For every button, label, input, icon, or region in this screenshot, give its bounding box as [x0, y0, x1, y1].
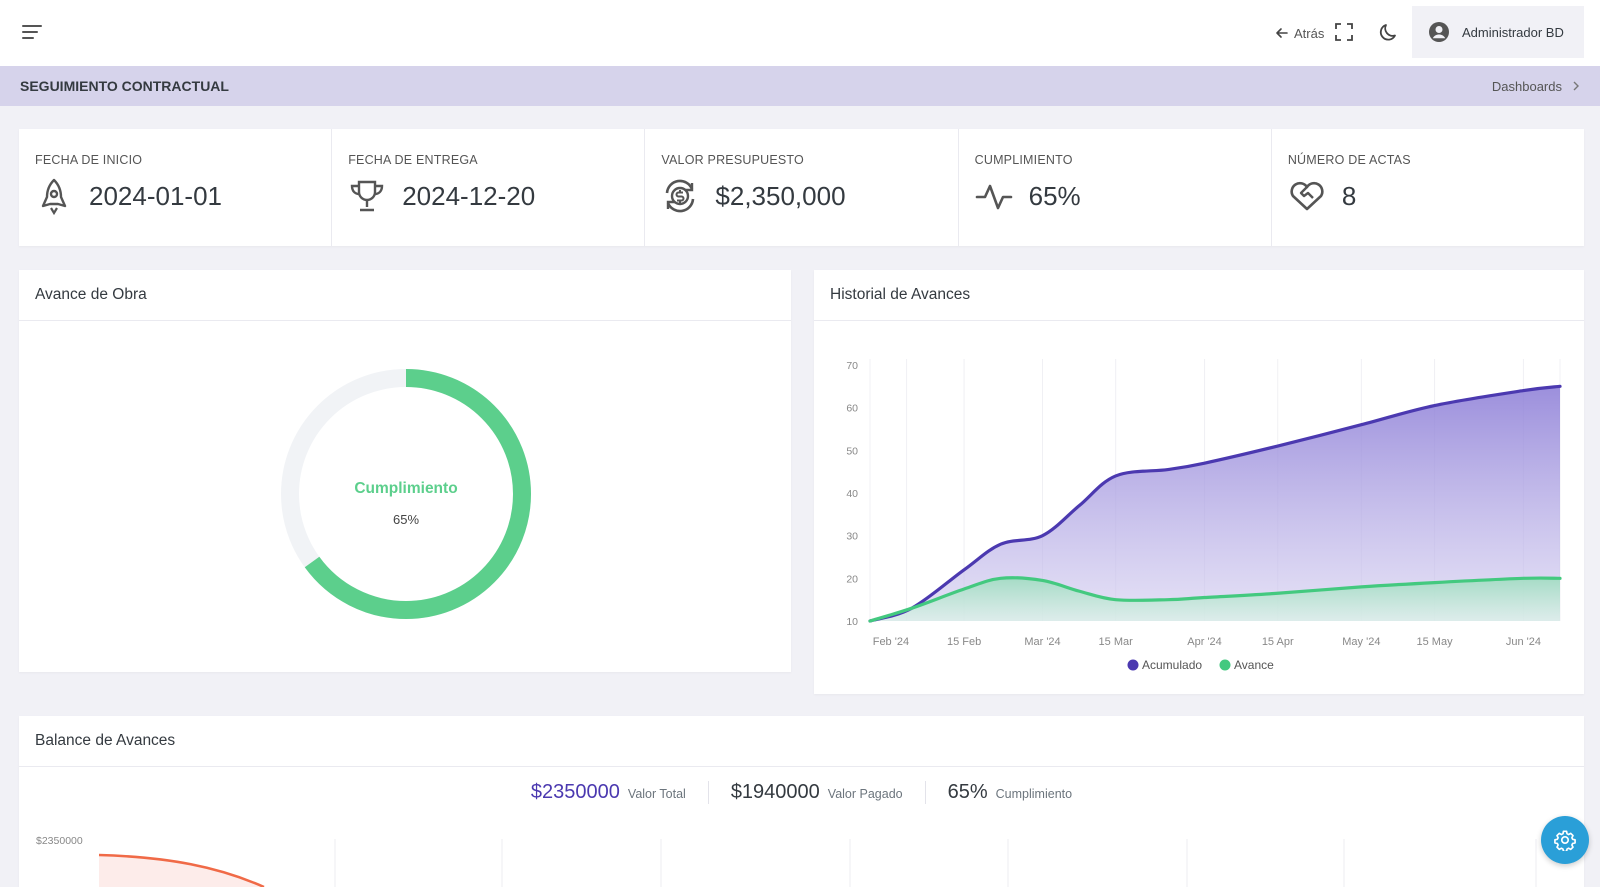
x-tick-label: 15 Feb	[947, 636, 981, 648]
area-acumulado	[870, 386, 1560, 621]
balance-area	[99, 855, 264, 887]
dark-mode-icon[interactable]	[1378, 21, 1400, 43]
menu-icon[interactable]	[22, 22, 46, 42]
legend-label: Acumulado	[1142, 658, 1202, 672]
stat-label: CUMPLIMIENTO	[974, 153, 1073, 167]
balance-pagado-value: $1940000	[730, 781, 820, 803]
balance-pagado-label: Valor Pagado	[827, 787, 903, 801]
avance-card-title: Avance de Obra	[19, 270, 791, 321]
stat-value: 8	[1341, 180, 1357, 211]
user-menu[interactable]: Administrador BD	[1412, 6, 1584, 58]
x-tick-label: Feb '24	[873, 636, 909, 648]
balance-total: $2350000 Valor Total	[509, 781, 708, 804]
y-tick-label: 30	[846, 531, 858, 543]
breadcrumb[interactable]: Dashboards	[1492, 79, 1580, 94]
stat-fecha-entrega: FECHA DE ENTREGA 2024-12-20	[332, 129, 646, 246]
y-tick-label: 10	[846, 616, 858, 628]
stat-label: VALOR PRESUPUESTO	[661, 153, 804, 167]
balance-card: Balance de Avances $2350000 Valor Total …	[19, 716, 1584, 887]
balance-cumplimiento: 65% Cumplimiento	[924, 781, 1094, 804]
legend-item-avance[interactable]: Avance	[1219, 658, 1275, 672]
y-tick-label: 20	[846, 573, 858, 585]
x-tick-label: Mar '24	[1024, 636, 1060, 648]
x-tick-label: Jun '24	[1506, 636, 1541, 648]
gear-icon	[1554, 830, 1576, 851]
balance-pagado: $1940000 Valor Pagado	[707, 781, 925, 804]
balance-summary: $2350000 Valor Total $1940000 Valor Paga…	[19, 781, 1584, 804]
donut-center-label: Cumplimiento	[354, 480, 457, 497]
x-tick-label: Apr '24	[1187, 636, 1222, 648]
breadcrumb-dashboards[interactable]: Dashboards	[1491, 78, 1562, 94]
donut-area: Cumplimiento 65%	[19, 321, 791, 673]
arrow-left-icon	[1276, 28, 1288, 38]
back-label: Atrás	[1294, 25, 1325, 41]
stat-fecha-inicio: FECHA DE INICIO 2024-01-01	[19, 129, 333, 246]
page-title: SEGUIMIENTO CONTRACTUAL	[20, 78, 229, 94]
x-tick-label: May '24	[1342, 636, 1380, 648]
donut-progress-arc	[281, 369, 531, 619]
balance-y-label: $2350000	[36, 835, 83, 847]
balance-series-line	[98, 853, 265, 887]
back-button[interactable]: Atrás	[1275, 22, 1324, 44]
x-tick-label: 15 Mar	[1099, 636, 1134, 648]
stat-value: 2024-01-01	[89, 180, 222, 211]
x-tick-label: 15 May	[1417, 636, 1454, 648]
legend-label: Avance	[1234, 658, 1274, 672]
stat-label: FECHA DE INICIO	[35, 153, 143, 167]
user-name: Administrador BD	[1462, 24, 1564, 40]
dollar-refresh-icon	[661, 177, 699, 215]
stat-value: $2,350,000	[715, 180, 846, 211]
stat-numero-actas: NÚMERO DE ACTAS 8	[1272, 129, 1584, 246]
avatar-icon	[1429, 22, 1449, 42]
rocket-icon	[35, 177, 73, 215]
avance-card: Avance de Obra Cumplimiento 65%	[19, 270, 791, 672]
settings-button[interactable]	[1541, 816, 1589, 864]
y-tick-label: 50	[846, 445, 858, 457]
y-tick-label: 60	[846, 403, 858, 415]
series-line-acumulado	[868, 384, 1562, 623]
historial-card-title: Historial de Avances	[814, 270, 1584, 321]
area-avance	[870, 577, 1560, 621]
stat-valor-presupuesto: VALOR PRESUPUESTO $2,350,000	[645, 129, 959, 246]
balance-chart: $2350000	[36, 835, 1537, 887]
stats-row: FECHA DE INICIO 2024-01-01 FECHA DE ENTR…	[19, 129, 1584, 246]
stat-label: NÚMERO DE ACTAS	[1287, 153, 1411, 167]
legend-item-acumulado[interactable]: Acumulado	[1127, 658, 1203, 672]
y-tick-label: 40	[846, 488, 858, 500]
stat-cumplimiento: CUMPLIMIENTO 65%	[959, 129, 1272, 246]
y-tick-label: 70	[846, 360, 858, 372]
series-line-avance	[868, 576, 1562, 623]
stat-value: 65%	[1028, 180, 1081, 211]
trophy-icon	[348, 177, 386, 215]
historial-card: Historial de Avances 10 20 30 40 50 60 70 Feb '…	[814, 270, 1584, 694]
top-bar: Atrás Administrador BD	[0, 0, 1600, 66]
page-title-bar: SEGUIMIENTO CONTRACTUAL Dashboards	[0, 66, 1600, 106]
balance-total-label: Valor Total	[627, 787, 686, 801]
stat-label: FECHA DE ENTREGA	[348, 153, 478, 167]
balance-cumplimiento-label: Cumplimiento	[995, 787, 1073, 801]
x-tick-label: 15 Apr	[1262, 636, 1294, 648]
balance-total-value: $2350000	[530, 781, 620, 803]
pulse-icon	[975, 177, 1013, 215]
chevron-right-icon	[1573, 81, 1579, 91]
historial-chart: 10 20 30 40 50 60 70 Feb '24 15 Feb Mar '24 15 Mar…	[846, 359, 1562, 672]
donut-center-value: 65%	[393, 512, 419, 527]
balance-card-title: Balance de Avances	[19, 716, 1584, 767]
fullscreen-icon[interactable]	[1334, 22, 1354, 42]
balance-cumplimiento-value: 65%	[947, 781, 988, 803]
heart-handshake-icon	[1288, 177, 1326, 215]
stat-value: 2024-12-20	[402, 180, 536, 211]
